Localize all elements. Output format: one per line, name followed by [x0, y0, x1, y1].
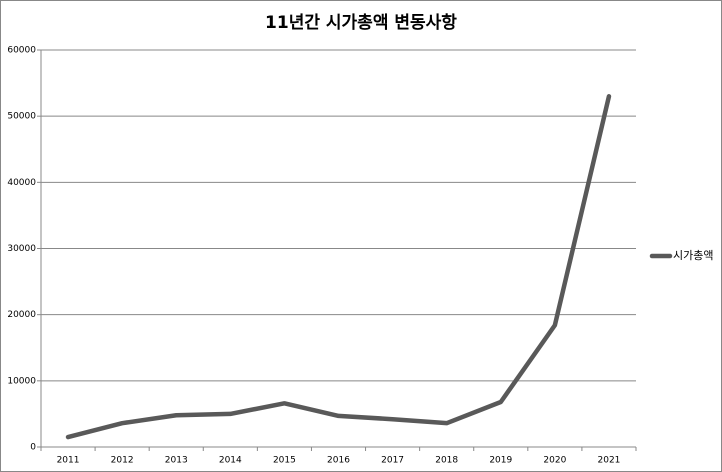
legend-label: 시가총액	[673, 249, 713, 262]
y-tick-label: 40000	[7, 178, 36, 188]
x-tick-label: 2017	[381, 456, 404, 466]
y-tick-label: 50000	[7, 112, 36, 122]
x-tick-label: 2013	[165, 456, 188, 466]
y-tick-label: 30000	[7, 244, 36, 254]
y-tick-label: 10000	[7, 376, 36, 386]
y-tick-label: 20000	[7, 310, 36, 320]
y-tick-label: 60000	[7, 46, 36, 56]
y-tick-label: 0	[30, 443, 36, 453]
x-tick-label: 2012	[111, 456, 134, 466]
x-tick-label: 2015	[273, 456, 296, 466]
series-line	[65, 94, 612, 440]
x-tick-label: 2020	[543, 456, 566, 466]
chart-title: 11년간 시가총액 변동사항	[265, 12, 457, 33]
x-tick-label: 2019	[489, 456, 512, 466]
x-tick-label: 2016	[327, 456, 350, 466]
x-tick-label: 2014	[219, 456, 242, 466]
x-tick-label: 2021	[598, 456, 621, 466]
x-tick-label: 2018	[435, 456, 458, 466]
x-tick-label: 2011	[57, 456, 80, 466]
